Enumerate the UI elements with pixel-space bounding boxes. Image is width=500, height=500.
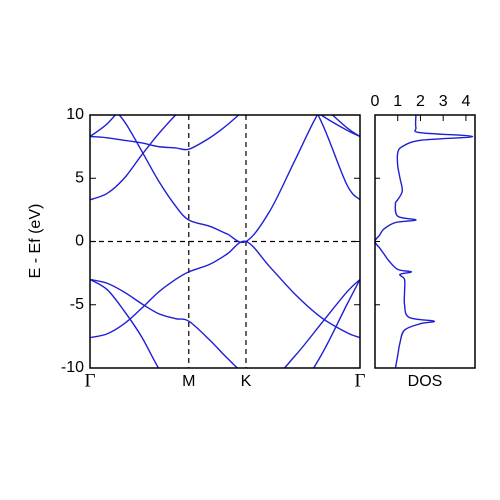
band: [90, 278, 360, 368]
y-tick-label: 10: [66, 106, 84, 123]
x-axis-label: DOS: [408, 373, 443, 390]
band: [90, 115, 360, 151]
dos-tick-label: 1: [393, 93, 402, 110]
x-tick-label: Γ: [355, 370, 366, 391]
y-tick-label: -10: [61, 359, 84, 376]
y-tick-label: -5: [70, 296, 84, 313]
x-tick-label: K: [241, 373, 252, 390]
dos-tick-label: 0: [371, 93, 380, 110]
band: [118, 115, 319, 244]
y-axis-label: E - Ef (eV): [27, 204, 44, 279]
plot-frame: [374, 114, 476, 369]
y-tick-label: 0: [75, 233, 84, 250]
plot-frame: [89, 114, 361, 369]
dos-curve: [375, 115, 474, 368]
x-tick-label: Γ: [85, 370, 96, 391]
band: [90, 278, 360, 368]
band: [90, 115, 360, 201]
band: [90, 240, 360, 339]
y-tick-label: 5: [75, 169, 84, 186]
dos-tick-label: 4: [461, 93, 470, 110]
dos-tick-label: 2: [416, 93, 425, 110]
x-tick-label: M: [182, 373, 195, 390]
dos-tick-label: 3: [439, 93, 448, 110]
